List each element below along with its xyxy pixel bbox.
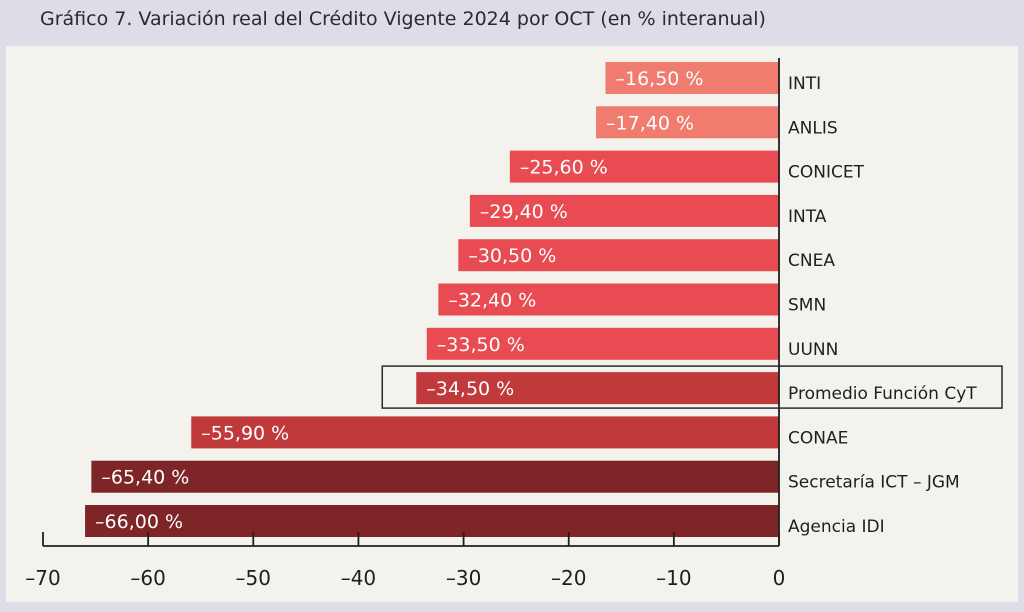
bar-value-label: –29,40 % [480, 201, 568, 223]
bar [416, 372, 779, 405]
category-label: INTI [788, 74, 821, 94]
x-tick-label: –70 [25, 566, 60, 590]
category-label: CONAE [788, 428, 848, 448]
x-tick-label: –20 [551, 566, 586, 590]
category-label: CONICET [788, 163, 865, 183]
category-label: CNEA [788, 251, 835, 271]
category-label: ANLIS [788, 118, 838, 138]
bar [509, 150, 779, 183]
bar-value-label: –32,40 % [448, 290, 536, 312]
x-tick-label: –30 [446, 566, 481, 590]
x-tick-label: 0 [773, 566, 786, 590]
x-tick-label: –40 [341, 566, 376, 590]
bar-value-label: –25,60 % [520, 157, 608, 179]
bar [426, 327, 779, 360]
bar-value-label: –33,50 % [437, 334, 525, 356]
bar [605, 62, 779, 94]
bar-value-label: –34,50 % [426, 378, 514, 400]
x-tick-label: –10 [656, 566, 691, 590]
bar-value-label: –65,40 % [101, 467, 189, 489]
category-label: Agencia IDI [788, 517, 885, 537]
bar [438, 283, 779, 316]
bar-value-label: –66,00 % [95, 511, 183, 533]
x-tick-label: –50 [236, 566, 271, 590]
bar-value-label: –55,90 % [201, 422, 289, 444]
bar [458, 239, 779, 272]
bar [191, 416, 779, 449]
x-tick-label: –60 [130, 566, 165, 590]
category-label: SMN [788, 296, 826, 316]
category-label: Secretaría ICT – JGM [788, 473, 960, 493]
bar [85, 505, 780, 537]
chart-title: Gráfico 7. Variación real del Crédito Vi… [40, 8, 766, 30]
highlight-box [381, 365, 1003, 409]
bar [596, 106, 779, 139]
bar [469, 194, 779, 227]
bar-value-label: –16,50 % [616, 68, 704, 90]
bar-value-label: –30,50 % [468, 245, 556, 267]
category-label: Promedio Función CyT [788, 384, 977, 404]
bar [91, 460, 779, 493]
bar-value-label: –17,40 % [606, 112, 694, 134]
category-label: UUNN [788, 340, 838, 360]
category-label: INTA [788, 207, 827, 227]
